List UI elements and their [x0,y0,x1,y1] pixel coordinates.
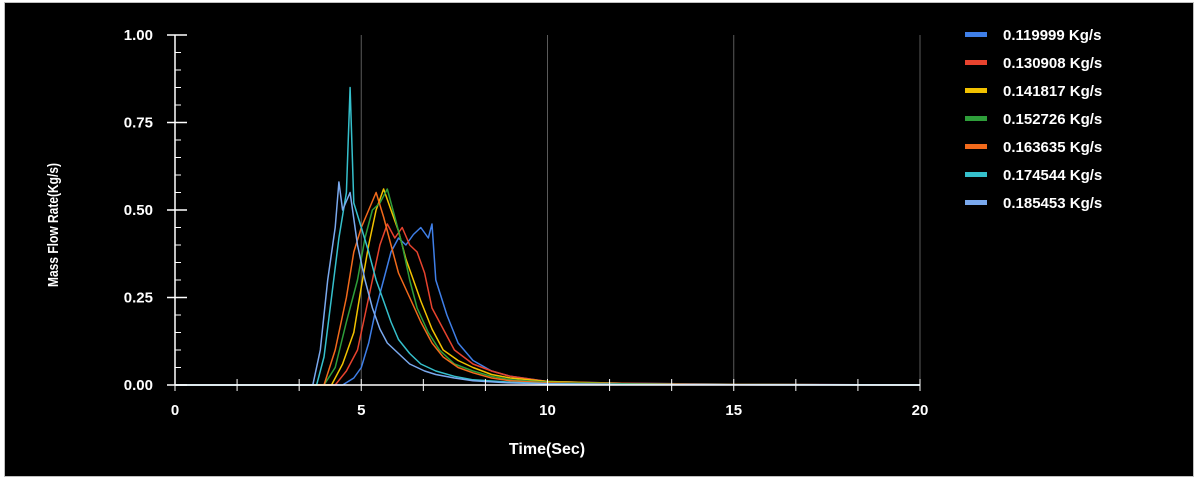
x-axis-title: Time(Sec) [509,441,585,458]
y-tick-label: 0.50 [124,202,153,219]
legend-swatch [965,116,987,121]
x-tick-label: 20 [912,402,929,419]
legend-swatch [965,144,987,149]
ticks: 0.00 0.25 0.50 0.75 1.00 0 5 10 15 20 [124,27,929,419]
series-line-3 [175,188,921,386]
y-tick-label: 1.00 [124,27,153,44]
series-line-2 [175,223,921,386]
legend-swatch [965,32,987,37]
legend-label: 0.130908 Kg/s [1003,55,1102,72]
series-lines [175,86,921,386]
series-line-4 [175,188,921,386]
y-tick-label: 0.00 [124,377,153,394]
x-tick-label: 0 [171,402,179,419]
x-tick-label: 15 [725,402,742,419]
legend: 0.119999 Kg/s 0.130908 Kg/s 0.141817 Kg/s 0… [965,27,1102,212]
y-tick-label: 0.25 [124,290,153,307]
grid-lines [360,35,921,385]
legend-label: 0.163635 Kg/s [1003,139,1102,156]
legend-swatch [965,60,987,65]
series-line-7 [175,181,921,386]
y-tick-label: 0.75 [124,115,153,132]
legend-label: 0.185453 Kg/s [1003,195,1102,212]
x-tick-label: 10 [539,402,556,419]
legend-label: 0.174544 Kg/s [1003,167,1102,184]
legend-swatch [965,172,987,177]
legend-swatch [965,200,987,205]
x-tick-label: 5 [357,402,365,419]
legend-label: 0.141817 Kg/s [1003,83,1102,100]
legend-label: 0.152726 Kg/s [1003,111,1102,128]
legend-swatch [965,88,987,93]
mass-flow-chart: 0.00 0.25 0.50 0.75 1.00 0 5 10 15 20 Mass Flow R… [45,27,1103,458]
legend-label: 0.119999 Kg/s [1003,27,1101,44]
series-line-5 [175,191,921,386]
y-axis-title: Mass Flow Rate(Kg/s) [45,163,62,287]
chart-frame: 0.00 0.25 0.50 0.75 1.00 0 5 10 15 20 Mass Flow R… [4,2,1194,477]
